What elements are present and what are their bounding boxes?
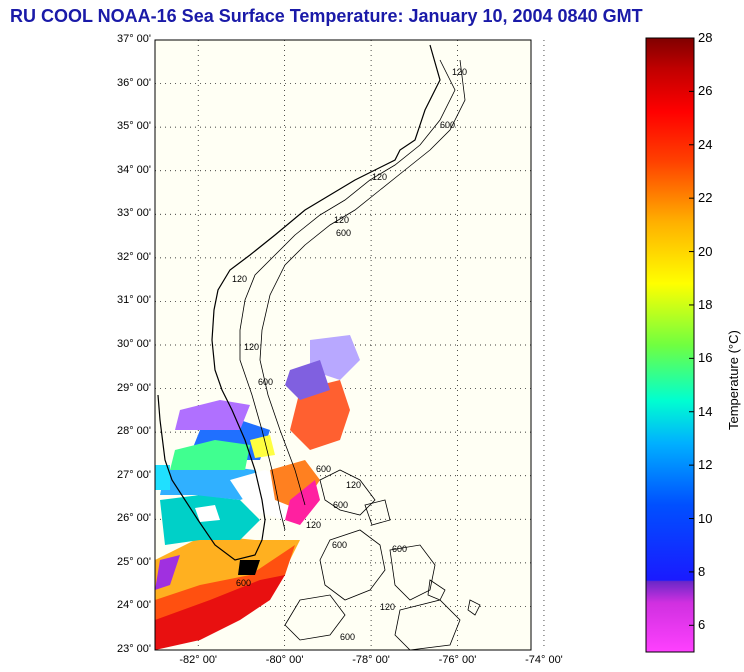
colorbar-tick-label: 28 bbox=[698, 30, 713, 45]
lat-tick-label: 30° 00' bbox=[116, 338, 151, 350]
lon-tick-label: -76° 00' bbox=[438, 654, 477, 666]
contour-label: 600 bbox=[316, 464, 331, 474]
colorbar bbox=[645, 37, 695, 653]
lat-tick-label: 25° 00' bbox=[116, 555, 151, 568]
colorbar-axis-label: Temperature (°C) bbox=[726, 330, 741, 430]
colorbar-ticks bbox=[689, 37, 694, 626]
contour-label: 600 bbox=[340, 632, 355, 642]
lon-tick-label: -82° 00' bbox=[179, 654, 218, 666]
lat-tick-label: 34° 00' bbox=[116, 163, 151, 176]
colorbar-tick-label: 26 bbox=[698, 83, 713, 99]
lat-tick-label: 28° 00' bbox=[116, 425, 151, 438]
lat-tick-label: 32° 00' bbox=[116, 250, 151, 263]
contour-120 bbox=[239, 59, 456, 531]
contour-label: 120 bbox=[346, 480, 361, 490]
contour-label: 600 bbox=[332, 540, 347, 550]
lat-tick-label: 23° 00' bbox=[116, 643, 151, 655]
contour-label: 600 bbox=[336, 228, 351, 238]
colorbar-tick-label: 10 bbox=[698, 510, 713, 526]
lat-tick-label: 26° 00' bbox=[116, 512, 151, 525]
contour-label: 120 bbox=[372, 172, 387, 182]
bahamas-outlines bbox=[284, 469, 481, 650]
lat-tick-label: 27° 00' bbox=[116, 468, 151, 481]
contour-label: 120 bbox=[244, 342, 259, 352]
coastline bbox=[157, 44, 441, 561]
map-gridlines bbox=[155, 40, 545, 650]
contour-label: 600 bbox=[333, 500, 348, 510]
lat-tick-label: 37° 00' bbox=[116, 33, 151, 45]
map-title: RU COOL NOAA-16 Sea Surface Temperature:… bbox=[10, 6, 643, 26]
lon-tick-label: -80° 00' bbox=[265, 654, 304, 666]
contour-label: 600 bbox=[392, 544, 407, 554]
colorbar-tick-label: 16 bbox=[698, 350, 713, 366]
colorbar-tick-label: 18 bbox=[698, 296, 713, 312]
colorbar-tick-label: 22 bbox=[698, 190, 713, 206]
lat-tick-label: 29° 00' bbox=[116, 381, 151, 394]
contour-label: 120 bbox=[306, 520, 321, 530]
map-frame bbox=[154, 39, 532, 651]
contour-label: 120 bbox=[452, 67, 467, 77]
colorbar-tick-label: 6 bbox=[698, 617, 706, 633]
colorbar-tick-label: 20 bbox=[698, 243, 713, 259]
contour-label: 600 bbox=[236, 578, 251, 588]
lat-tick-label: 31° 00' bbox=[116, 294, 151, 307]
lat-tick-label: 33° 00' bbox=[116, 207, 151, 220]
lon-tick-label: -74° 00' bbox=[525, 654, 563, 666]
colorbar-tick-label: 12 bbox=[698, 457, 713, 473]
colorbar-tick-label: 14 bbox=[698, 403, 713, 419]
colorbar-tick-label: 8 bbox=[698, 563, 706, 579]
sst-data-layer bbox=[155, 335, 360, 650]
lat-tick-label: 36° 00' bbox=[116, 76, 151, 89]
contour-label: 120 bbox=[232, 274, 247, 284]
contour-600 bbox=[259, 59, 466, 506]
contour-label-group: 120 120 600 120 120 600 600 120 600 120 … bbox=[232, 67, 467, 642]
lon-tick-label: -78° 00' bbox=[352, 654, 390, 666]
contour-label: 600 bbox=[258, 377, 273, 387]
lat-tick-label: 35° 00' bbox=[116, 120, 151, 133]
contour-label: 600 bbox=[440, 120, 455, 130]
lat-tick-label: 24° 00' bbox=[116, 599, 151, 612]
contour-label: 120 bbox=[334, 215, 349, 225]
contour-label: 120 bbox=[380, 602, 395, 612]
colorbar-tick-label: 24 bbox=[698, 136, 713, 152]
